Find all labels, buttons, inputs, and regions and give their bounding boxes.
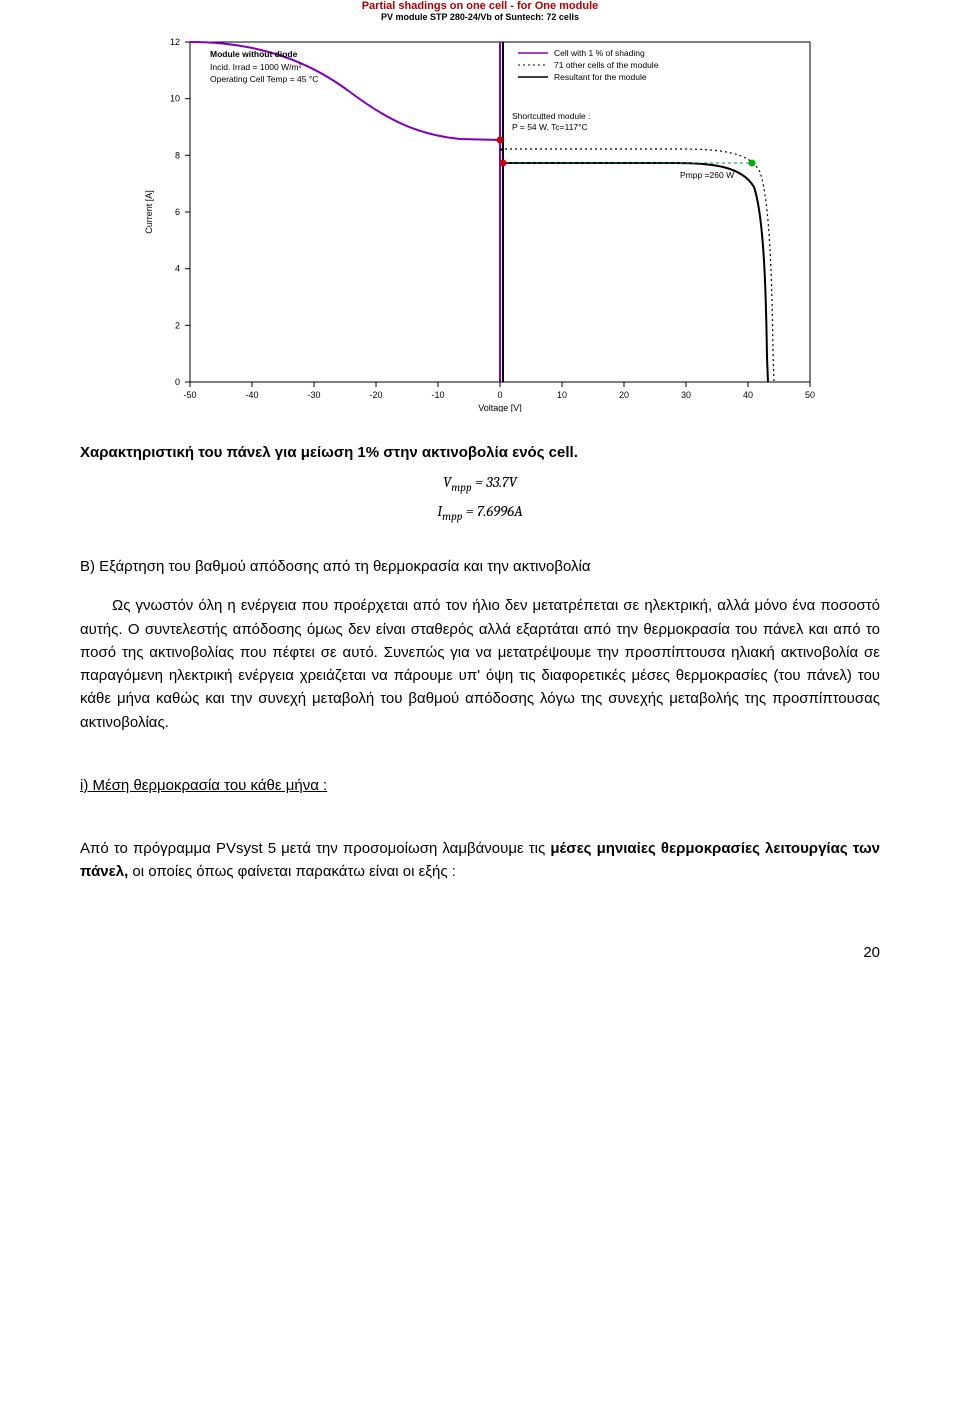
x-ticks: -50 -40 -30 -20 -10 0 10 20 30 40 50	[183, 382, 815, 400]
svg-text:-30: -30	[307, 390, 320, 400]
svg-text:50: 50	[805, 390, 815, 400]
svg-text:30: 30	[681, 390, 691, 400]
section-b-heading: Β) Εξάρτηση του βαθμού απόδοσης από τη θ…	[80, 555, 880, 578]
svg-text:8: 8	[175, 150, 180, 160]
svg-text:0: 0	[497, 390, 502, 400]
x-axis-label: Voltage [V]	[478, 403, 522, 412]
svg-text:Module without diode: Module without diode	[210, 49, 298, 59]
shortcut-annotation: Shortcutted module : P = 54 W, Tc=117°C	[512, 111, 590, 132]
chart-caption: Χαρακτηριστική του πάνελ για μείωση 1% σ…	[80, 444, 880, 461]
svg-text:20: 20	[619, 390, 629, 400]
svg-text:-50: -50	[183, 390, 196, 400]
svg-text:Operating Cell Temp = 45 °C: Operating Cell Temp = 45 °C	[210, 74, 318, 84]
svg-text:4: 4	[175, 264, 180, 274]
y-axis-label: Current [A]	[144, 190, 154, 234]
sub-i-heading: i) Μέση θερμοκρασία του κάθε μήνα :	[80, 774, 880, 797]
paragraph-2a: Από το πρόγραμμα PVsyst 5 μετά την προσο…	[80, 840, 550, 857]
svg-text:P = 54 W, Tc=117°C: P = 54 W, Tc=117°C	[512, 122, 588, 132]
paragraph-2c: οι οποίες όπως φαίνεται παρακάτω είναι ο…	[128, 863, 456, 880]
chart-container: Partial shadings on one cell - for One m…	[80, 0, 880, 416]
green-dot	[749, 160, 756, 167]
red-dot-right	[500, 160, 507, 167]
svg-text:10: 10	[170, 94, 180, 104]
page-number: 20	[80, 944, 880, 961]
chart-subtitle: PV module STP 280-24/Vb of Suntech: 72 c…	[80, 12, 880, 22]
svg-text:6: 6	[175, 207, 180, 217]
equation-vmpp: Vmpp = 33.7V	[80, 473, 880, 494]
y-ticks: 0 2 4 6 8 10 12	[170, 37, 190, 387]
svg-text:12: 12	[170, 37, 180, 47]
svg-text:71 other cells of the module: 71 other cells of the module	[554, 60, 659, 70]
svg-text:2: 2	[175, 320, 180, 330]
iv-curve-chart: -50 -40 -30 -20 -10 0 10 20 30 40 50	[120, 22, 840, 412]
chart-title: Partial shadings on one cell - for One m…	[80, 0, 880, 12]
svg-text:10: 10	[557, 390, 567, 400]
equation-impp: Impp = 7.6996A	[80, 502, 880, 523]
svg-text:Cell with 1 % of shading: Cell with 1 % of shading	[554, 48, 645, 58]
svg-text:-10: -10	[431, 390, 444, 400]
svg-text:Shortcutted module :: Shortcutted module :	[512, 111, 590, 121]
paragraph-1: Ως γνωστόν όλη η ενέργεια που προέρχεται…	[80, 594, 880, 734]
paragraph-2: Από το πρόγραμμα PVsyst 5 μετά την προσο…	[80, 837, 880, 884]
svg-text:40: 40	[743, 390, 753, 400]
pmpp-annotation: Pmpp =260 W	[680, 170, 734, 180]
svg-text:Resultant for the module: Resultant for the module	[554, 72, 647, 82]
svg-text:0: 0	[175, 377, 180, 387]
legend-right: Cell with 1 % of shading 71 other cells …	[518, 48, 659, 82]
svg-text:-20: -20	[369, 390, 382, 400]
svg-text:-40: -40	[245, 390, 258, 400]
red-dot-left	[497, 137, 504, 144]
svg-text:Incid. Irrad = 1000 W/m²: Incid. Irrad = 1000 W/m²	[210, 62, 302, 72]
